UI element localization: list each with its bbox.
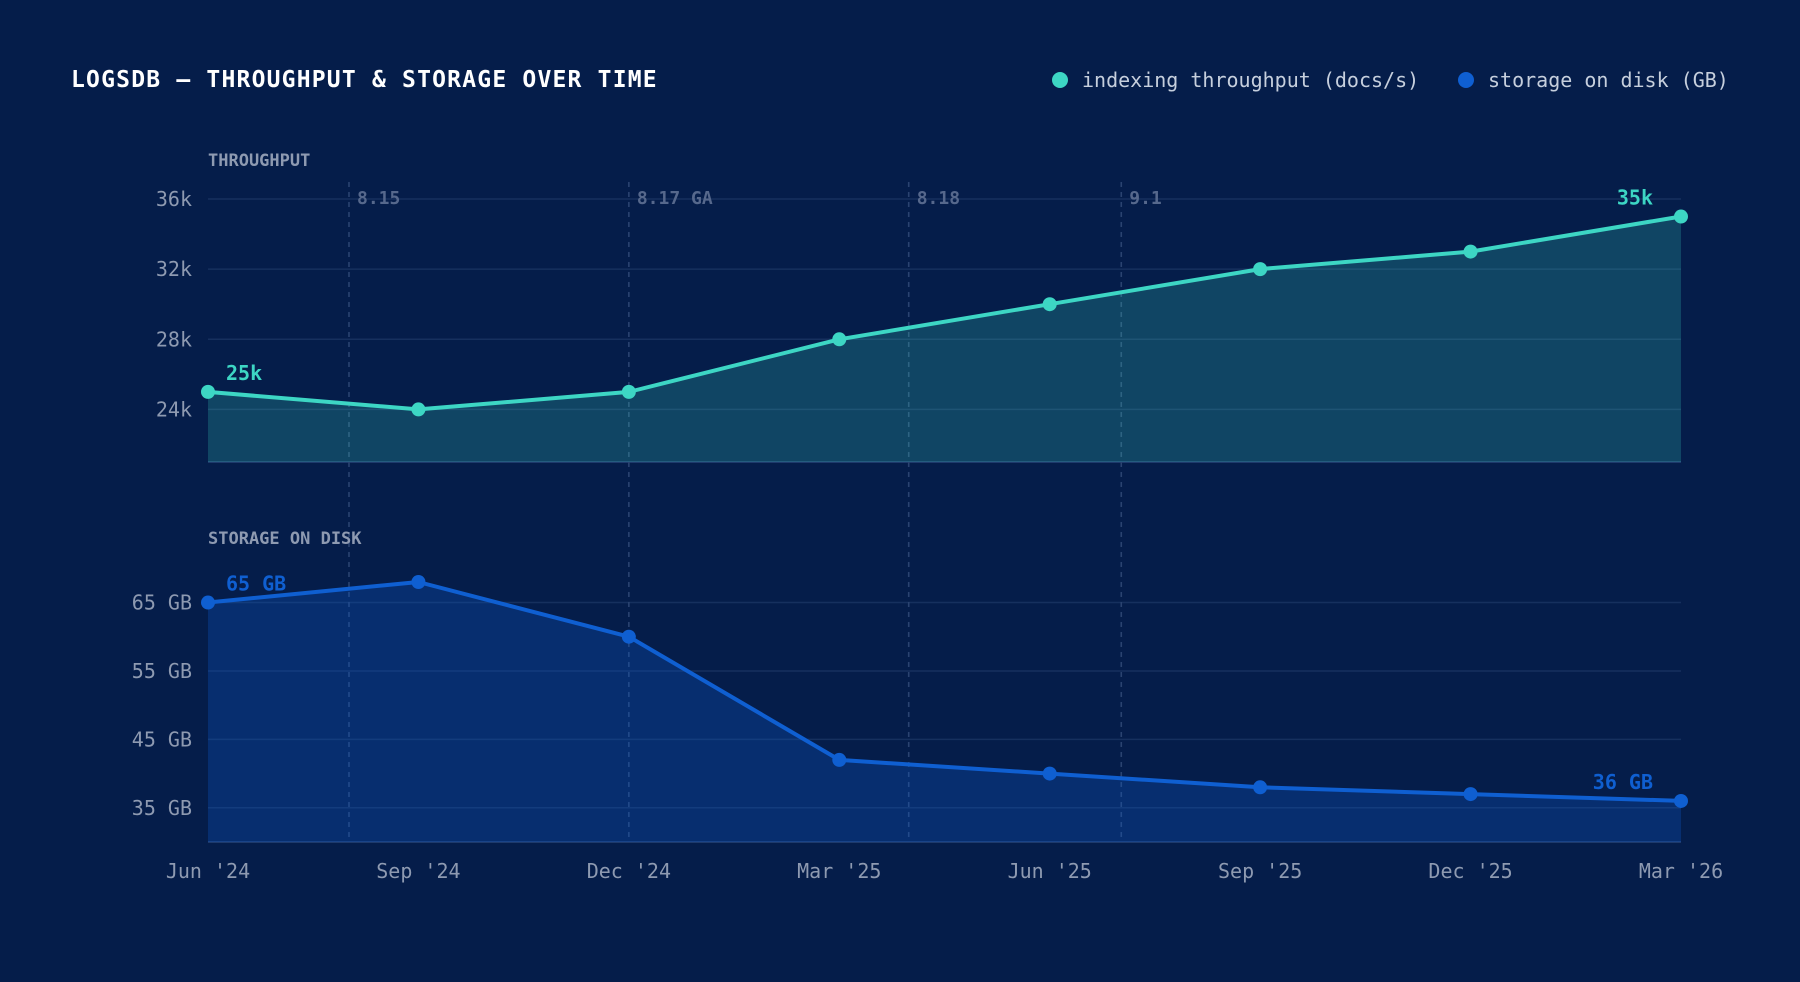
area-layer bbox=[208, 216, 1681, 842]
data-point-storage-7 bbox=[1674, 793, 1688, 808]
series-line-storage bbox=[207, 580, 1682, 803]
data-point-storage-3 bbox=[832, 752, 847, 767]
area-storage bbox=[208, 582, 1681, 842]
data-point-throughput-6 bbox=[1463, 244, 1478, 259]
data-point-throughput-5 bbox=[1253, 262, 1268, 277]
data-point-storage-6 bbox=[1463, 787, 1478, 802]
data-point-throughput-0 bbox=[201, 384, 215, 399]
y-tick-label-storage-2: 55 GB bbox=[132, 659, 192, 683]
y-tick-label-storage-1: 45 GB bbox=[132, 727, 192, 751]
x-tick-label-5: Sep '25 bbox=[1218, 859, 1302, 883]
y-tick-label-throughput-0: 24k bbox=[156, 397, 192, 421]
data-point-throughput-4 bbox=[1042, 297, 1057, 312]
data-point-throughput-1 bbox=[411, 402, 426, 417]
legend-label-throughput: indexing throughput (docs/s) bbox=[1082, 68, 1419, 92]
y-tick-label-throughput-2: 32k bbox=[156, 257, 192, 281]
panel-title-throughput: THROUGHPUT bbox=[208, 151, 310, 171]
x-tick-label-2: Dec '24 bbox=[587, 859, 671, 883]
legend: indexing throughput (docs/s) storage on … bbox=[1052, 68, 1729, 92]
data-point-storage-2 bbox=[621, 629, 636, 644]
data-label-throughput-1: 35k bbox=[1617, 186, 1653, 210]
legend-label-storage: storage on disk (GB) bbox=[1488, 68, 1729, 92]
data-label-storage-1: 36 GB bbox=[1593, 770, 1653, 794]
label-layer: THROUGHPUT 24k 28k 32k 36k 25k 35k STORAGE ON D… bbox=[132, 151, 1723, 883]
release-label-2: 8.18 bbox=[917, 188, 960, 209]
y-tick-label-storage-0: 35 GB bbox=[132, 796, 192, 820]
y-tick-label-throughput-1: 28k bbox=[156, 327, 192, 351]
release-label-0: 8.15 bbox=[357, 188, 400, 209]
legend-swatch-storage bbox=[1458, 72, 1474, 88]
panel-title-storage: STORAGE ON DISK bbox=[208, 529, 362, 549]
series-line-throughput bbox=[207, 214, 1682, 412]
legend-swatch-throughput bbox=[1052, 72, 1068, 88]
data-point-storage-5 bbox=[1253, 780, 1268, 795]
data-point-throughput-2 bbox=[621, 384, 636, 399]
grid-layer bbox=[208, 198, 1681, 843]
x-tick-label-0: Jun '24 bbox=[166, 859, 250, 883]
y-tick-label-throughput-3: 36k bbox=[156, 187, 192, 211]
data-point-throughput-7 bbox=[1674, 209, 1688, 224]
release-markers: 8.15 8.17 GA 8.18 9.1 bbox=[348, 182, 1162, 838]
y-tick-label-storage-3: 65 GB bbox=[132, 591, 192, 615]
point-layer bbox=[201, 209, 1688, 808]
data-point-storage-1 bbox=[411, 575, 426, 589]
data-label-throughput-0: 25k bbox=[226, 361, 262, 385]
release-label-3: 9.1 bbox=[1129, 188, 1162, 209]
area-throughput bbox=[208, 216, 1681, 462]
x-tick-label-4: Jun '25 bbox=[1008, 859, 1092, 883]
x-tick-label-6: Dec '25 bbox=[1428, 859, 1512, 883]
release-label-1: 8.17 GA bbox=[637, 188, 713, 209]
line-layer bbox=[207, 214, 1682, 803]
x-tick-label-7: Mar '26 bbox=[1639, 859, 1723, 883]
chart-title: LOGSDB — THROUGHPUT & STORAGE OVER TIME bbox=[71, 67, 658, 93]
x-tick-label-1: Sep '24 bbox=[376, 859, 460, 883]
x-tick-label-3: Mar '25 bbox=[797, 859, 881, 883]
data-point-throughput-3 bbox=[832, 332, 847, 347]
data-point-storage-0 bbox=[201, 595, 215, 610]
data-label-storage-0: 65 GB bbox=[226, 572, 286, 596]
data-point-storage-4 bbox=[1042, 766, 1057, 781]
